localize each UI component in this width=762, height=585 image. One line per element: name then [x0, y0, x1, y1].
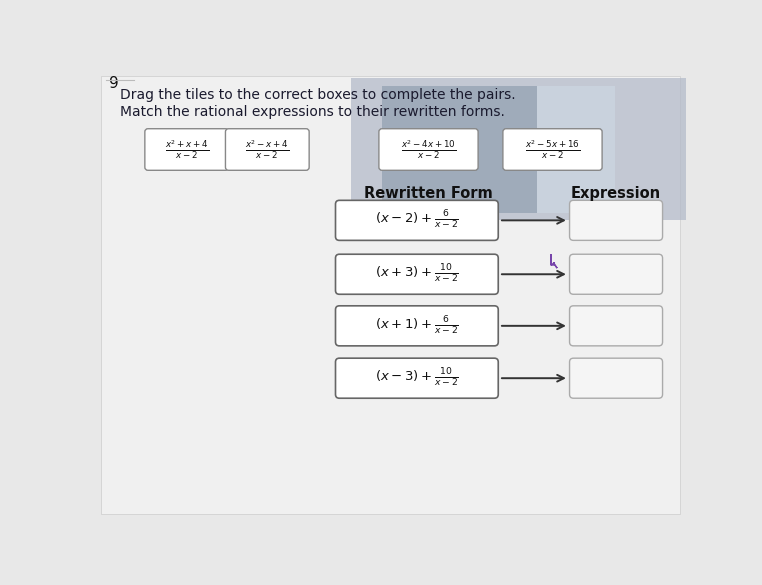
- Text: Expression: Expression: [571, 185, 661, 201]
- FancyBboxPatch shape: [382, 85, 537, 213]
- FancyBboxPatch shape: [335, 306, 498, 346]
- Text: $(x-3)+\frac{10}{x-2}$: $(x-3)+\frac{10}{x-2}$: [375, 367, 459, 389]
- FancyBboxPatch shape: [503, 129, 602, 170]
- Text: $\frac{x^2-x+4}{x-2}$: $\frac{x^2-x+4}{x-2}$: [245, 139, 290, 160]
- FancyBboxPatch shape: [226, 129, 309, 170]
- Text: Drag the tiles to the correct boxes to complete the pairs.: Drag the tiles to the correct boxes to c…: [120, 88, 516, 102]
- FancyBboxPatch shape: [569, 200, 662, 240]
- FancyBboxPatch shape: [379, 129, 478, 170]
- Text: $(x-2)+\frac{6}{x-2}$: $(x-2)+\frac{6}{x-2}$: [375, 209, 459, 232]
- Text: $\frac{x^2-5x+16}{x-2}$: $\frac{x^2-5x+16}{x-2}$: [525, 139, 580, 160]
- FancyBboxPatch shape: [335, 254, 498, 294]
- FancyBboxPatch shape: [145, 129, 229, 170]
- Text: $\frac{x^2-4x+10}{x-2}$: $\frac{x^2-4x+10}{x-2}$: [401, 139, 456, 160]
- Text: $(x+3)+\frac{10}{x-2}$: $(x+3)+\frac{10}{x-2}$: [375, 263, 459, 285]
- Text: Match the rational expressions to their rewritten forms.: Match the rational expressions to their …: [120, 105, 505, 119]
- Text: $\frac{x^2+x+4}{x-2}$: $\frac{x^2+x+4}{x-2}$: [165, 139, 209, 160]
- Text: 9: 9: [109, 75, 119, 91]
- Text: $(x+1)+\frac{6}{x-2}$: $(x+1)+\frac{6}{x-2}$: [375, 315, 459, 337]
- Text: Rewritten Form: Rewritten Form: [364, 185, 493, 201]
- FancyBboxPatch shape: [537, 85, 614, 213]
- FancyBboxPatch shape: [569, 254, 662, 294]
- FancyBboxPatch shape: [569, 358, 662, 398]
- FancyBboxPatch shape: [351, 78, 686, 221]
- FancyBboxPatch shape: [335, 200, 498, 240]
- Polygon shape: [551, 254, 557, 268]
- FancyBboxPatch shape: [569, 306, 662, 346]
- FancyBboxPatch shape: [335, 358, 498, 398]
- FancyBboxPatch shape: [101, 75, 680, 514]
